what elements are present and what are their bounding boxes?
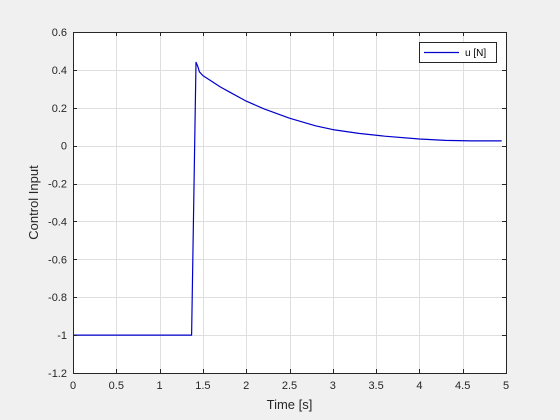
x-tick-label: 2 (243, 380, 249, 392)
x-tick-label: 1.5 (195, 380, 210, 392)
x-tick-label: 0.5 (109, 380, 124, 392)
x-tick-label: 3 (330, 380, 336, 392)
y-tick-label: -0.8 (48, 292, 67, 304)
x-tick-label: 0 (70, 380, 76, 392)
y-axis-label: Control Input (26, 165, 41, 240)
y-tick-label: -0.2 (48, 179, 67, 191)
x-tick-label: 4.5 (455, 380, 470, 392)
y-tick-label: 0.6 (52, 27, 67, 39)
x-tick-label: 5 (503, 380, 509, 392)
x-axis-label: Time [s] (267, 397, 313, 412)
y-tick-label: 0.2 (52, 103, 67, 115)
y-tick-label: 0.4 (52, 65, 67, 77)
x-tick-label: 4 (416, 380, 422, 392)
legend[interactable]: u [N] (419, 42, 497, 63)
series-line-u (73, 61, 502, 336)
y-tick-label: -0.6 (48, 254, 67, 266)
y-tick-label: -1 (57, 330, 67, 342)
ticks: 0 0.5 1 1.5 2 2.5 3 3.5 4 4.5 5 -1.2 -1 -0.8 -0.6 -0.4 -… (48, 27, 509, 392)
legend-entry-label: u [N] (465, 48, 486, 59)
y-tick-label: -1.2 (48, 368, 67, 380)
x-tick-label: 1 (157, 380, 163, 392)
series-layer (73, 61, 502, 336)
y-tick-label: -0.4 (48, 216, 67, 228)
x-tick-label: 3.5 (368, 380, 383, 392)
x-tick-label: 2.5 (282, 380, 297, 392)
plot-area (73, 32, 506, 373)
y-tick-label: 0 (61, 141, 67, 153)
